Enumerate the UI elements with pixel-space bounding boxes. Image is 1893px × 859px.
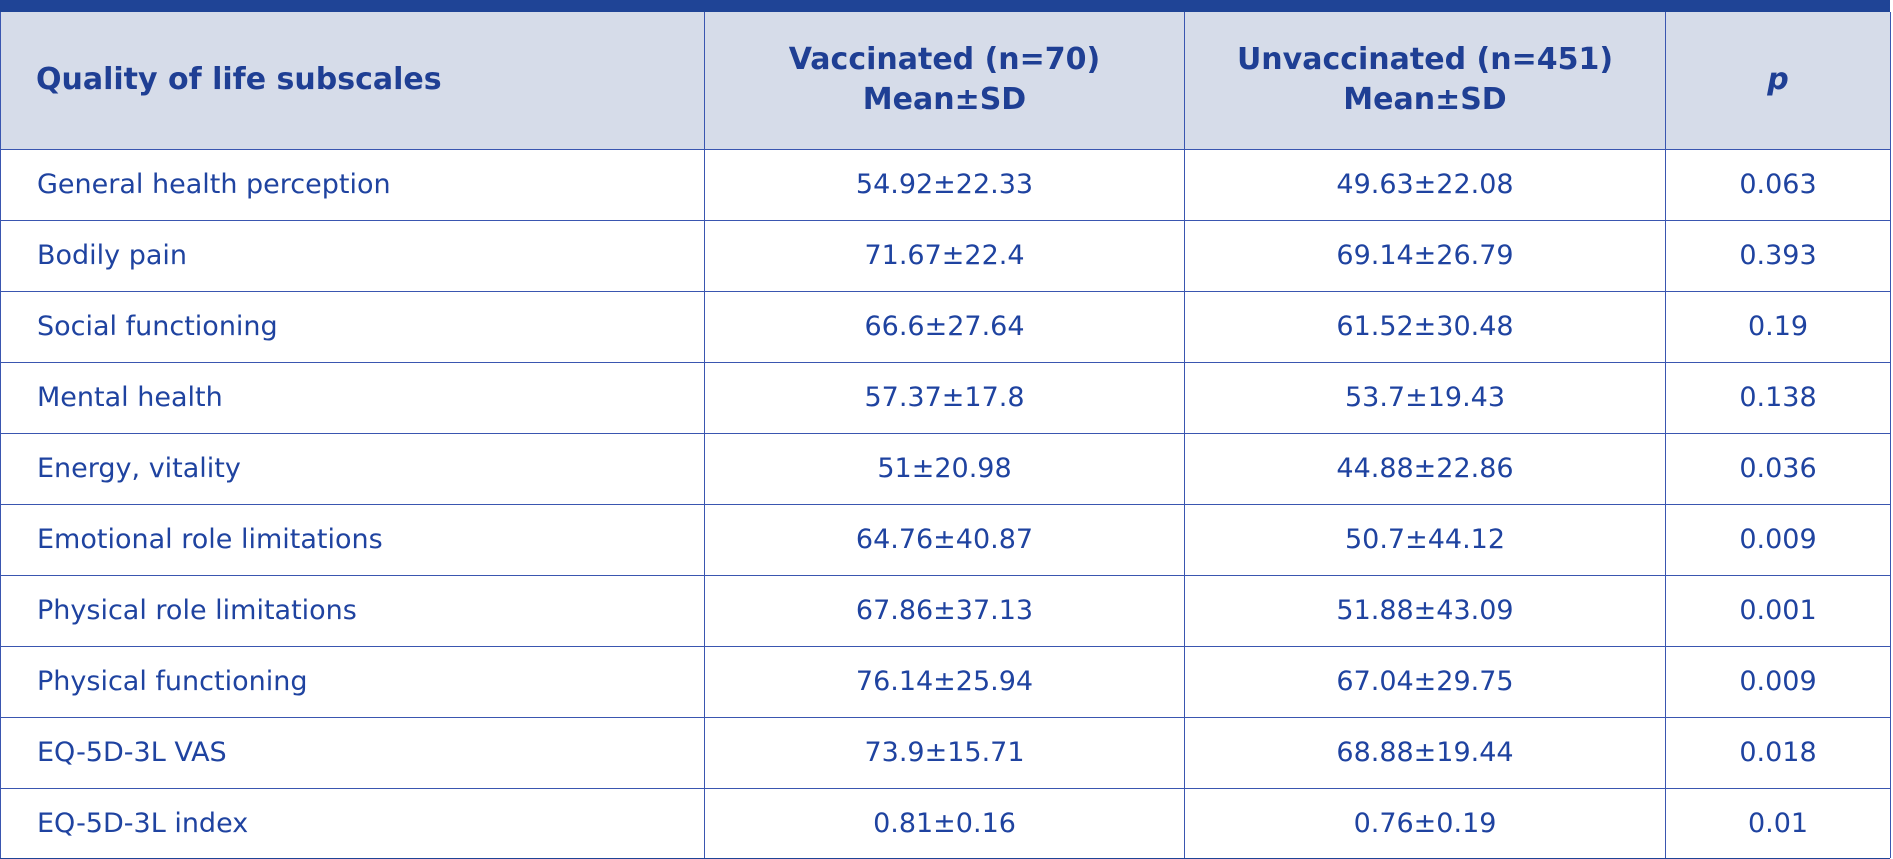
cell-p-value: 0.393 (1665, 219, 1891, 292)
table-row: Social functioning 66.6±27.64 61.52±30.48 0… (0, 290, 1891, 363)
cell-subscale: Social functioning (0, 290, 705, 363)
cell-unvaccinated: 61.52±30.48 (1184, 290, 1666, 363)
table-row: Physical role limitations 67.86±37.13 51.8… (0, 574, 1891, 647)
cell-unvaccinated: 68.88±19.44 (1184, 716, 1666, 789)
cell-subscale: Energy, vitality (0, 432, 705, 505)
table-row: Emotional role limitations 64.76±40.87 50.… (0, 503, 1891, 576)
table-body: General health perception 54.92±22.33 49.6… (0, 148, 1891, 858)
cell-vaccinated: 54.92±22.33 (704, 148, 1185, 221)
header-p-value: p (1665, 12, 1891, 150)
cell-vaccinated: 71.67±22.4 (704, 219, 1185, 292)
cell-unvaccinated: 69.14±26.79 (1184, 219, 1666, 292)
cell-p-value: 0.19 (1665, 290, 1891, 363)
cell-vaccinated: 67.86±37.13 (704, 574, 1185, 647)
cell-unvaccinated: 51.88±43.09 (1184, 574, 1666, 647)
cell-vaccinated: 66.6±27.64 (704, 290, 1185, 363)
cell-subscale: Physical functioning (0, 645, 705, 718)
cell-p-value: 0.063 (1665, 148, 1891, 221)
cell-p-value: 0.01 (1665, 787, 1891, 858)
cell-unvaccinated: 49.63±22.08 (1184, 148, 1666, 221)
cell-p-value: 0.018 (1665, 716, 1891, 789)
cell-p-value: 0.001 (1665, 574, 1891, 647)
cell-unvaccinated: 0.76±0.19 (1184, 787, 1666, 858)
cell-unvaccinated: 44.88±22.86 (1184, 432, 1666, 505)
table-row: Mental health 57.37±17.8 53.7±19.43 0.138 (0, 361, 1891, 434)
table-row: General health perception 54.92±22.33 49.6… (0, 148, 1891, 221)
cell-vaccinated: 73.9±15.71 (704, 716, 1185, 789)
cell-subscale: Physical role limitations (0, 574, 705, 647)
header-vaccinated: Vaccinated (n=70) Mean±SD (704, 12, 1185, 150)
header-vaccinated-group: Vaccinated (n=70) (788, 42, 1101, 78)
cell-unvaccinated: 67.04±29.75 (1184, 645, 1666, 718)
quality-of-life-table: Quality of life subscales Vaccinated (n=… (0, 12, 1891, 858)
cell-subscale: General health perception (0, 148, 705, 221)
header-unvaccinated-stat: Mean±SD (1343, 82, 1507, 118)
cell-p-value: 0.009 (1665, 503, 1891, 576)
table-row: EQ-5D-3L VAS 73.9±15.71 68.88±19.44 0.018 (0, 716, 1891, 789)
header-vaccinated-stat: Mean±SD (862, 82, 1027, 118)
cell-subscale: Bodily pain (0, 219, 705, 292)
cell-p-value: 0.036 (1665, 432, 1891, 505)
header-unvaccinated-group: Unvaccinated (n=451) (1236, 42, 1614, 78)
table-row: EQ-5D-3L index 0.81±0.16 0.76±0.19 0.01 (0, 787, 1891, 858)
table-row: Energy, vitality 51±20.98 44.88±22.86 0.036 (0, 432, 1891, 505)
cell-unvaccinated: 53.7±19.43 (1184, 361, 1666, 434)
cell-p-value: 0.009 (1665, 645, 1891, 718)
cell-subscale: Mental health (0, 361, 705, 434)
header-unvaccinated: Unvaccinated (n=451) Mean±SD (1184, 12, 1666, 150)
cell-subscale: EQ-5D-3L index (0, 787, 705, 858)
cell-vaccinated: 64.76±40.87 (704, 503, 1185, 576)
table-row: Physical functioning 76.14±25.94 67.04±29.… (0, 645, 1891, 718)
table-row: Bodily pain 71.67±22.4 69.14±26.79 0.393 (0, 219, 1891, 292)
cell-p-value: 0.138 (1665, 361, 1891, 434)
cell-vaccinated: 76.14±25.94 (704, 645, 1185, 718)
cell-unvaccinated: 50.7±44.12 (1184, 503, 1666, 576)
table-header-row: Quality of life subscales Vaccinated (n=… (0, 12, 1891, 150)
cell-subscale: Emotional role limitations (0, 503, 705, 576)
header-subscale: Quality of life subscales (0, 12, 705, 150)
cell-vaccinated: 0.81±0.16 (704, 787, 1185, 858)
cell-vaccinated: 57.37±17.8 (704, 361, 1185, 434)
cell-subscale: EQ-5D-3L VAS (0, 716, 705, 789)
cell-vaccinated: 51±20.98 (704, 432, 1185, 505)
